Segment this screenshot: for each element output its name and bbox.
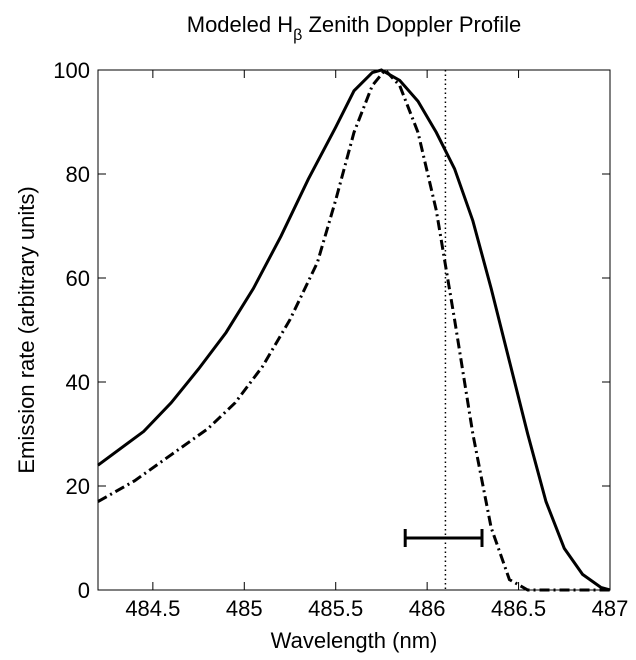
y-tick-label: 60	[66, 266, 90, 291]
x-axis-label: Wavelength (nm)	[271, 628, 438, 653]
title-part: Zenith Doppler Profile	[302, 12, 521, 37]
y-tick-label: 80	[66, 162, 90, 187]
x-tick-label: 486	[409, 596, 446, 621]
x-tick-label: 485.5	[308, 596, 363, 621]
y-axis-label: Emission rate (arbitrary units)	[14, 186, 39, 473]
series-line	[97, 68, 611, 592]
chart-title: Modeled Hβ Zenith Doppler Profile	[187, 12, 521, 44]
plot-frame	[97, 69, 611, 591]
y-tick-label: 40	[66, 370, 90, 395]
x-tick-label: 486.5	[491, 596, 546, 621]
y-tick-label: 20	[66, 474, 90, 499]
y-tick-label: 0	[78, 578, 90, 603]
x-tick-label: 484.5	[125, 596, 180, 621]
title-subscript: β	[293, 27, 302, 44]
series-line	[97, 67, 610, 592]
x-tick-label: 487	[592, 596, 629, 621]
x-tick-label: 485	[226, 596, 263, 621]
y-tick-label: 100	[53, 58, 90, 83]
title-part: Modeled H	[187, 12, 293, 37]
